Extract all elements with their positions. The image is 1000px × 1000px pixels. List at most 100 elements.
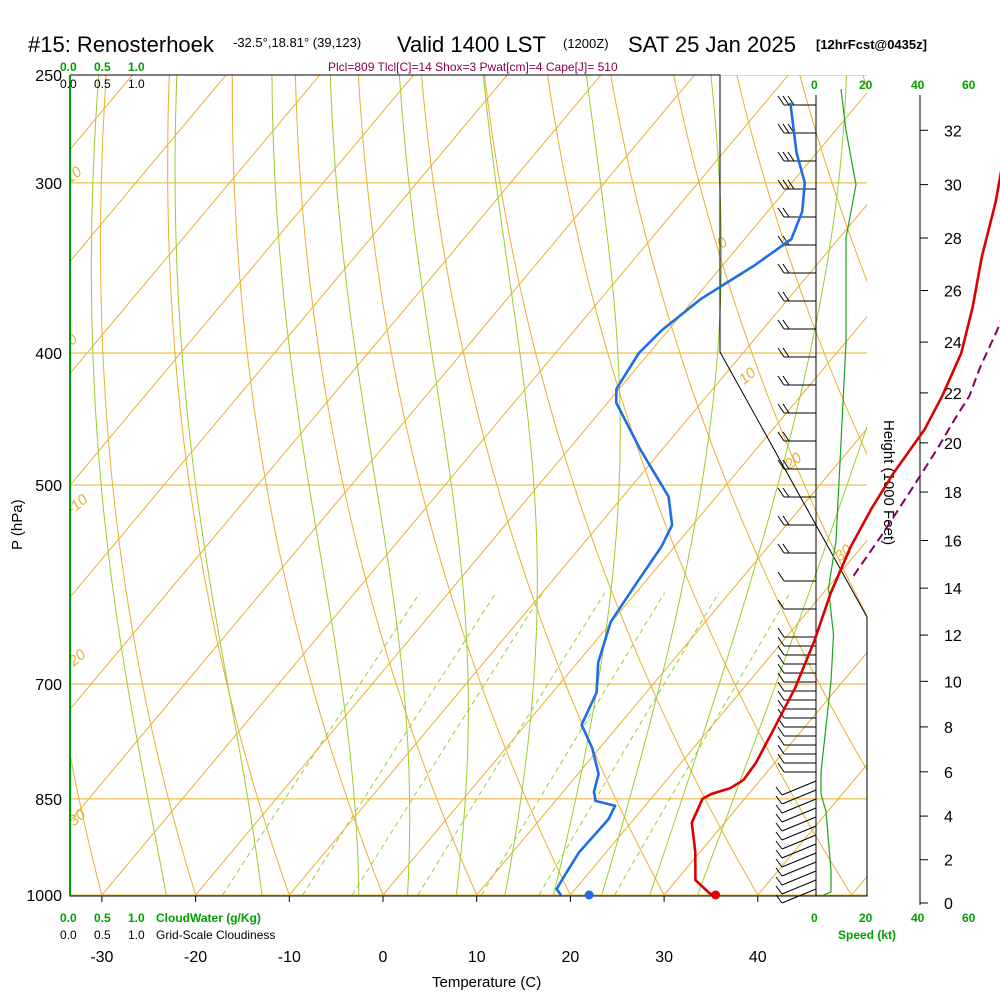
- moist-adiabat-line: [90, 75, 167, 896]
- cloudwater-label: CloudWater (g/Kg): [156, 911, 261, 925]
- wind-barb: [777, 645, 816, 656]
- temperature-axis-label: Temperature (C): [432, 974, 541, 991]
- wind-barbs: [775, 95, 817, 904]
- wind-barb: [775, 816, 817, 832]
- height-tick-label: 4: [944, 809, 953, 826]
- mixing-ratio-line: [538, 592, 720, 896]
- temperature-tick-label: -10: [278, 949, 301, 966]
- wind-barb: [775, 825, 817, 841]
- wind-barb: [777, 681, 816, 692]
- cloud-scale-top: 0.0 0.5 1.0 0.0 0.5 1.0: [60, 60, 145, 91]
- isotherm-label: -10: [64, 491, 92, 518]
- wind-barb: [777, 487, 816, 498]
- pressure-axis-label: P (hPa): [9, 499, 26, 550]
- wind-barb: [777, 762, 816, 773]
- wind-barb: [777, 207, 816, 218]
- pressure-tick-label: 250: [35, 68, 62, 85]
- cloud-scale-bottom: 0.0 0.5 1.0 CloudWater (g/Kg) 0.0 0.5 1.…: [60, 911, 275, 942]
- wind-barb: [777, 717, 816, 728]
- stability-params: Plcl=809 Tlcl[C]=14 Shox=3 Pwat[cm]=4 Ca…: [328, 60, 618, 74]
- height-tick-label: 12: [944, 628, 962, 645]
- speed-bottom-40: 40: [911, 911, 925, 925]
- dry-adiabat-line: [736, 75, 867, 456]
- wind-barb: [777, 123, 816, 134]
- wind-speed-profile: [820, 88, 857, 896]
- cloud-top-black-2: 1.0: [128, 77, 145, 91]
- mixing-ratio-label: 3: [354, 894, 362, 909]
- isotherms: [70, 75, 867, 896]
- wind-barb: [777, 735, 816, 746]
- height-tick-label: 28: [944, 231, 962, 248]
- wind-barb: [777, 179, 816, 190]
- cloud-bottom-green-1: 0.5: [94, 911, 111, 925]
- mixing-ratio-line: [614, 592, 791, 896]
- isotherm-line: [70, 75, 227, 263]
- zulu-time: (1200Z): [563, 36, 609, 51]
- dry-adiabat-line: [981, 51, 1000, 924]
- wind-barb: [777, 663, 816, 674]
- parcel-profile: [852, 320, 1000, 577]
- speed-top-20: 20: [859, 78, 873, 92]
- isotherm-line: [287, 204, 867, 896]
- mixing-ratio-lines: 1 2 3 5 8 12 20: [222, 592, 791, 909]
- wind-barb: [777, 235, 816, 246]
- height-tick-label: 2: [944, 853, 953, 870]
- isotherm-line: [381, 315, 867, 896]
- isotherm-line: [756, 763, 867, 896]
- dry-adiabat-line: [231, 75, 384, 896]
- temperature-tick-label: 0: [379, 949, 388, 966]
- wind-barb: [775, 852, 817, 868]
- surface-temperature-dot: [711, 890, 721, 900]
- wind-barb: [775, 789, 817, 805]
- isotherm-line: [70, 75, 602, 710]
- wind-barb: [777, 636, 816, 647]
- isotherm-line: [662, 651, 867, 896]
- valid-time: Valid 1400 LST: [397, 32, 546, 57]
- wind-barb: [775, 870, 817, 886]
- moist-adiabat-line: [329, 75, 411, 896]
- isotherm-line: [100, 75, 789, 896]
- mixing-ratio-line: [302, 592, 497, 896]
- speed-top-0: 0: [811, 78, 818, 92]
- cloud-bottom-black-2: 1.0: [128, 928, 145, 942]
- dry-adiabat-line: [167, 75, 291, 896]
- height-tick-label: 8: [944, 720, 953, 737]
- isotherm-label: 0: [714, 233, 732, 252]
- isotherm-line: [70, 75, 321, 375]
- pressure-tick-label: 850: [35, 792, 62, 809]
- temperature-tick-label: 20: [562, 949, 580, 966]
- wind-barb: [775, 861, 817, 877]
- dry-adiabat-line: [483, 75, 759, 896]
- height-tick-label: 0: [944, 896, 953, 913]
- temperature-tick-label: 10: [468, 949, 486, 966]
- mixing-ratio-line: [222, 592, 421, 896]
- cloud-bottom-green-0: 0.0: [60, 911, 77, 925]
- height-tick-label: 20: [944, 436, 962, 453]
- station-title: #15: Renosterhoek: [28, 32, 215, 57]
- wind-barb: [777, 291, 816, 302]
- cloud-bottom-black-1: 0.5: [94, 928, 111, 942]
- speed-top-40: 40: [911, 78, 925, 92]
- wind-barb: [777, 459, 816, 470]
- height-tick-label: 6: [944, 765, 953, 782]
- valid-date: SAT 25 Jan 2025: [628, 32, 796, 57]
- mixing-ratio-line: [417, 592, 606, 896]
- wind-barb: [777, 263, 816, 274]
- wind-barb: [777, 726, 816, 737]
- dry-adiabat-line: [294, 75, 478, 896]
- pressure-tick-label: 1000: [26, 888, 62, 905]
- dewpoint-profile: [555, 102, 807, 896]
- isotherm-line: [568, 539, 867, 896]
- speed-bottom-0: 0: [811, 911, 818, 925]
- height-tick-label: 32: [944, 123, 962, 140]
- isotherm-label: 10: [62, 163, 86, 187]
- chart-header: #15: Renosterhoek -32.5°,18.81° (39,123)…: [28, 32, 927, 74]
- temperature-tick-label: 40: [749, 949, 767, 966]
- wind-barb: [775, 807, 817, 823]
- dry-adiabat-line: [610, 75, 867, 772]
- wind-barb: [775, 879, 817, 895]
- height-tick-label: 14: [944, 581, 962, 598]
- height-tick-label: 10: [944, 674, 962, 691]
- wind-barb: [777, 543, 816, 554]
- speed-bottom-20: 20: [859, 911, 873, 925]
